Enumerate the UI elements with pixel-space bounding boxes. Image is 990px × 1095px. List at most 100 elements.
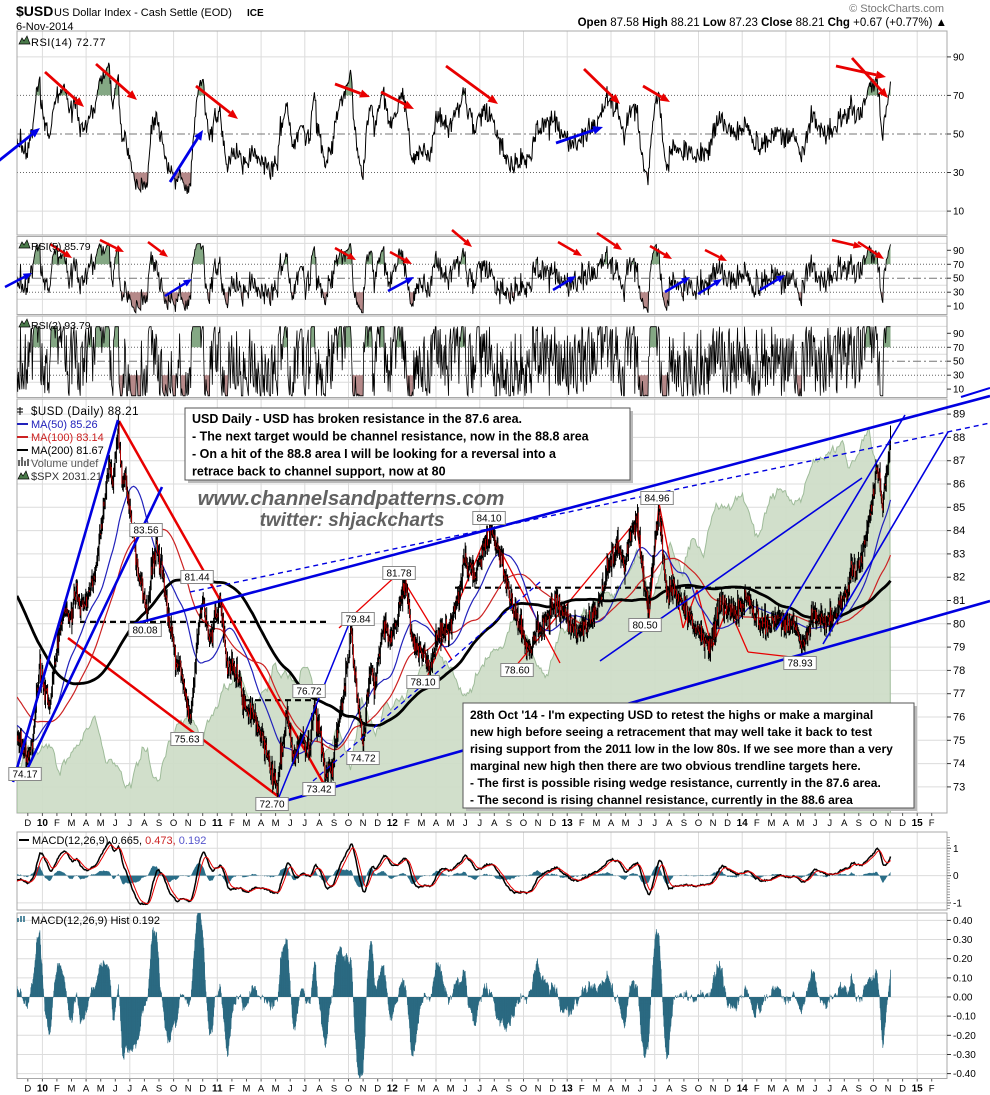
svg-text:J: J bbox=[652, 1084, 657, 1095]
svg-text:O: O bbox=[520, 818, 527, 829]
svg-text:J: J bbox=[113, 1084, 118, 1095]
svg-text:88: 88 bbox=[953, 432, 965, 444]
svg-text:F: F bbox=[754, 1084, 760, 1095]
svg-text:84.96: 84.96 bbox=[644, 494, 669, 505]
svg-text:retrace back to channel suppor: retrace back to channel support, now at … bbox=[192, 465, 446, 479]
svg-text:90: 90 bbox=[953, 246, 965, 257]
svg-text:MACD(12,26,9) 0.665, 0.473, 0.: MACD(12,26,9) 0.665, 0.473, 0.192 bbox=[32, 835, 206, 847]
svg-text:F: F bbox=[929, 1084, 935, 1095]
svg-text:A: A bbox=[666, 818, 673, 829]
svg-text:86: 86 bbox=[953, 479, 965, 491]
svg-text:N: N bbox=[360, 1084, 367, 1095]
svg-text:D: D bbox=[549, 818, 556, 829]
svg-text:J: J bbox=[652, 818, 657, 829]
svg-text:F: F bbox=[929, 818, 935, 829]
svg-text:83.56: 83.56 bbox=[133, 526, 158, 537]
svg-text:D: D bbox=[374, 1084, 381, 1095]
svg-text:10: 10 bbox=[953, 385, 965, 396]
svg-text:M: M bbox=[417, 818, 425, 829]
svg-text:A: A bbox=[433, 1084, 440, 1095]
svg-text:80.08: 80.08 bbox=[132, 626, 157, 637]
svg-text:S: S bbox=[856, 818, 862, 829]
svg-text:O: O bbox=[345, 818, 352, 829]
svg-text:-0.10: -0.10 bbox=[953, 1012, 976, 1023]
svg-text:13: 13 bbox=[562, 1084, 574, 1095]
svg-text:$USD (Daily) 88.21: $USD (Daily) 88.21 bbox=[31, 406, 139, 418]
svg-text:MA(200) 81.67: MA(200) 81.67 bbox=[31, 445, 104, 457]
svg-text:J: J bbox=[463, 1084, 468, 1095]
svg-text:D: D bbox=[24, 818, 31, 829]
svg-text:M: M bbox=[592, 818, 600, 829]
svg-text:81.44: 81.44 bbox=[184, 573, 209, 584]
svg-text:F: F bbox=[579, 1084, 585, 1095]
svg-text:M: M bbox=[797, 818, 805, 829]
svg-text:D: D bbox=[24, 1084, 31, 1095]
svg-text:12: 12 bbox=[387, 818, 399, 829]
svg-text:new high before seeing a retra: new high before seeing a retracement tha… bbox=[470, 725, 872, 739]
svg-text:M: M bbox=[592, 1084, 600, 1095]
svg-text:82: 82 bbox=[953, 572, 965, 584]
svg-text:78.60: 78.60 bbox=[504, 666, 529, 677]
svg-text:78: 78 bbox=[953, 665, 965, 677]
svg-text:S: S bbox=[506, 818, 512, 829]
svg-text:J: J bbox=[288, 818, 293, 829]
svg-text:A: A bbox=[491, 818, 498, 829]
svg-text:89: 89 bbox=[953, 409, 965, 421]
svg-text:S: S bbox=[856, 1084, 862, 1095]
svg-text:- The second is rising channel: - The second is rising channel resistanc… bbox=[470, 793, 853, 807]
svg-text:15: 15 bbox=[912, 818, 924, 829]
svg-text:ICE: ICE bbox=[247, 8, 264, 19]
svg-text:MA(50) 85.26: MA(50) 85.26 bbox=[31, 419, 98, 431]
svg-text:M: M bbox=[767, 1084, 775, 1095]
svg-text:D: D bbox=[199, 818, 206, 829]
svg-text:13: 13 bbox=[562, 818, 574, 829]
svg-text:J: J bbox=[127, 1084, 132, 1095]
svg-text:10: 10 bbox=[953, 207, 965, 218]
svg-text:A: A bbox=[258, 1084, 265, 1095]
svg-text:N: N bbox=[535, 818, 542, 829]
svg-text:M: M bbox=[272, 818, 280, 829]
svg-text:D: D bbox=[549, 1084, 556, 1095]
svg-text:12: 12 bbox=[387, 1084, 399, 1095]
svg-text:50: 50 bbox=[953, 357, 965, 368]
svg-text:F: F bbox=[404, 1084, 410, 1095]
svg-text:30: 30 bbox=[953, 288, 965, 299]
svg-text:79.84: 79.84 bbox=[345, 615, 370, 626]
svg-text:74.17: 74.17 bbox=[12, 770, 37, 781]
svg-text:N: N bbox=[185, 1084, 192, 1095]
svg-text:78.10: 78.10 bbox=[410, 678, 435, 689]
svg-text:F: F bbox=[229, 1084, 235, 1095]
svg-text:1: 1 bbox=[953, 844, 959, 855]
svg-text:N: N bbox=[710, 1084, 717, 1095]
svg-text:N: N bbox=[885, 818, 892, 829]
svg-text:75.63: 75.63 bbox=[174, 735, 199, 746]
svg-text:S: S bbox=[331, 1084, 337, 1095]
svg-text:84: 84 bbox=[953, 525, 965, 537]
svg-text:30: 30 bbox=[953, 168, 965, 179]
svg-text:D: D bbox=[724, 818, 731, 829]
svg-text:0.30: 0.30 bbox=[953, 935, 973, 946]
svg-text:MA(100) 83.14: MA(100) 83.14 bbox=[31, 432, 104, 444]
svg-text:87: 87 bbox=[953, 455, 965, 467]
svg-text:83: 83 bbox=[953, 548, 965, 560]
svg-text:-0.20: -0.20 bbox=[953, 1031, 976, 1042]
svg-text:J: J bbox=[477, 818, 482, 829]
svg-text:N: N bbox=[535, 1084, 542, 1095]
svg-text:M: M bbox=[272, 1084, 280, 1095]
svg-text:A: A bbox=[491, 1084, 498, 1095]
svg-text:D: D bbox=[199, 1084, 206, 1095]
svg-text:0.00: 0.00 bbox=[953, 993, 973, 1004]
svg-text:30: 30 bbox=[953, 371, 965, 382]
svg-text:J: J bbox=[638, 1084, 643, 1095]
svg-text:85: 85 bbox=[953, 502, 965, 514]
svg-text:RSI(14) 72.77: RSI(14) 72.77 bbox=[31, 37, 106, 49]
svg-text:S: S bbox=[681, 818, 687, 829]
svg-text:O: O bbox=[870, 1084, 877, 1095]
svg-text:78.93: 78.93 bbox=[787, 659, 812, 670]
svg-text:M: M bbox=[417, 1084, 425, 1095]
svg-text:A: A bbox=[141, 1084, 148, 1095]
svg-text:US Dollar Index - Cash Settle: US Dollar Index - Cash Settle (EOD) bbox=[54, 7, 232, 19]
svg-text:F: F bbox=[229, 818, 235, 829]
svg-text:0.40: 0.40 bbox=[953, 916, 973, 927]
svg-text:J: J bbox=[463, 818, 468, 829]
